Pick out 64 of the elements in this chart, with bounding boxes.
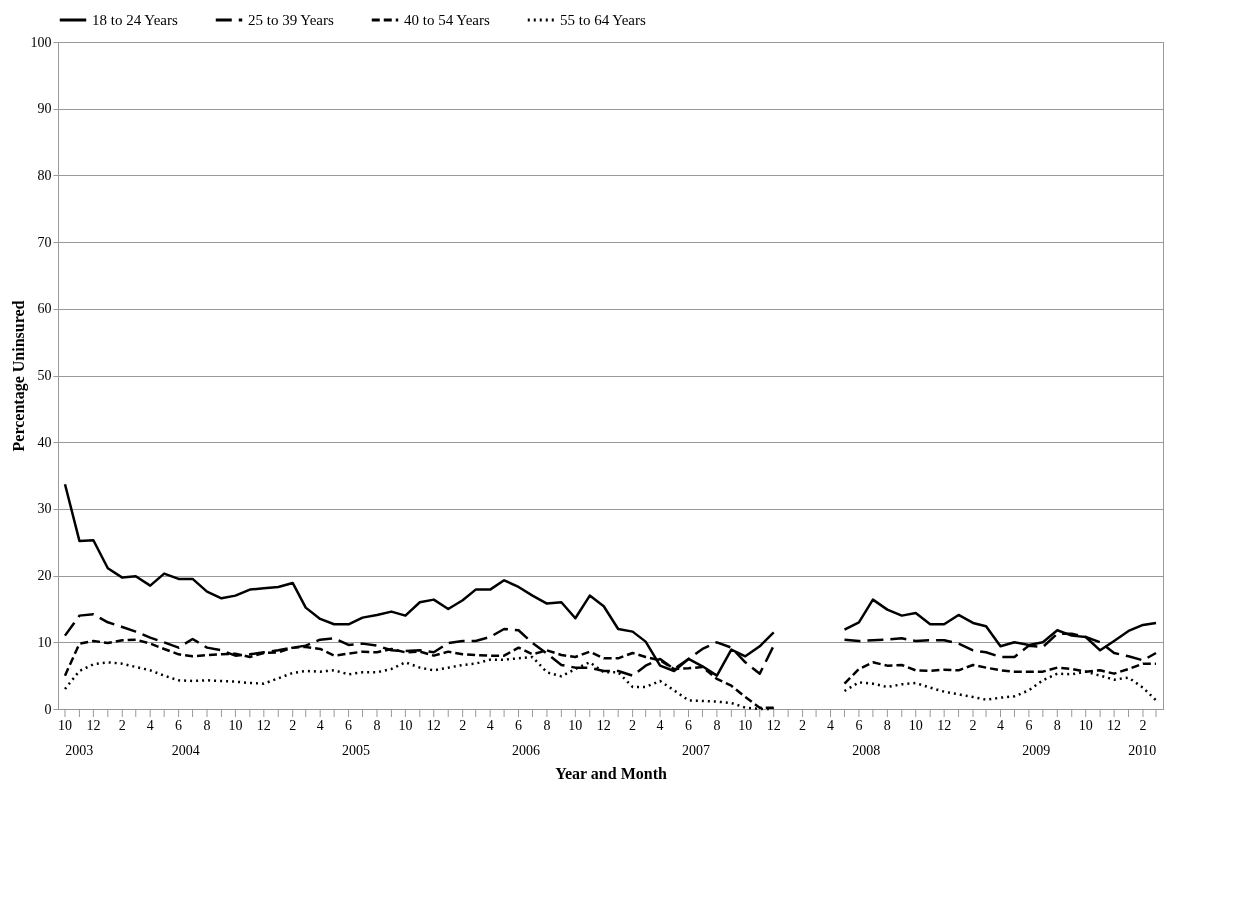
x-tick-label: 8 [203,718,211,733]
x-tick-label: 2 [459,718,467,733]
x-tick-label: 12 [1107,718,1122,733]
x-tick-label: 8 [1053,718,1061,733]
x-tick-label: 6 [515,718,523,733]
x-tick-label: 2 [1139,718,1147,733]
x-tick-label: 10 [908,718,923,733]
legend-label: 18 to 24 Years [92,12,178,28]
x-tick-label: 8 [543,718,551,733]
y-axis-title: Percentage Uninsured [9,300,28,452]
y-tick-label: 10 [37,634,52,650]
x-tick-label: 12 [426,718,441,733]
legend-label: 25 to 39 Years [248,12,334,28]
y-tick-label: 0 [44,701,52,717]
y-tick-label: 60 [37,301,52,317]
text: 2008 [852,743,881,758]
text: 2007 [681,743,710,758]
x-tick-label: 8 [883,718,891,733]
text: 2003 [65,743,94,758]
x-tick-label: 12 [596,718,611,733]
x-axis-title: Year and Month [555,764,667,782]
x-tick-label: 10 [568,718,583,733]
y-tick-label: 90 [37,101,52,117]
x-tick-label: 12 [256,718,271,733]
x-tick-label: 4 [827,718,835,733]
x-tick-label: 4 [656,718,664,733]
x-tick-label: 2 [799,718,807,733]
x-tick-label: 4 [996,718,1004,733]
x-tick-label: 6 [855,718,863,733]
legend-label: 55 to 64 Years [560,12,646,28]
text: 2006 [511,743,540,758]
x-tick-label: 10 [57,718,72,733]
x-tick-label: 12 [766,718,781,733]
x-tick-label: 4 [316,718,324,733]
x-tick-label: 2 [118,718,126,733]
y-tick-label: 100 [30,34,52,50]
x-tick-label: 2 [629,718,637,733]
x-tick-label: 12 [937,718,952,733]
x-tick-label: 6 [345,718,353,733]
y-tick-label: 20 [37,568,52,584]
x-tick-label: 4 [486,718,494,733]
text: 2005 [342,743,371,758]
text: 2010 [1128,743,1157,758]
text: 2009 [1022,743,1051,758]
x-tick-label: 6 [175,718,183,733]
x-tick-label: 12 [86,718,101,733]
y-tick-label: 50 [37,368,52,383]
text: 2004 [171,743,200,758]
x-tick-label: 10 [398,718,413,733]
x-tick-label: 2 [969,718,977,733]
y-tick-label: 80 [37,167,52,183]
y-tick-label: 30 [37,501,52,517]
x-tick-label: 10 [1078,718,1093,733]
x-tick-label: 10 [228,718,243,733]
legend-label: 40 to 54 Years [404,12,490,28]
x-tick-label: 6 [685,718,692,733]
y-tick-label: 70 [37,234,52,250]
x-tick-label: 8 [713,718,721,733]
x-tick-label: 8 [373,718,381,733]
x-tick-label: 2 [289,718,297,733]
x-tick-label: 6 [1025,718,1033,733]
x-tick-label: 4 [146,718,154,733]
x-tick-label: 10 [738,718,753,733]
y-tick-label: 40 [37,434,52,450]
